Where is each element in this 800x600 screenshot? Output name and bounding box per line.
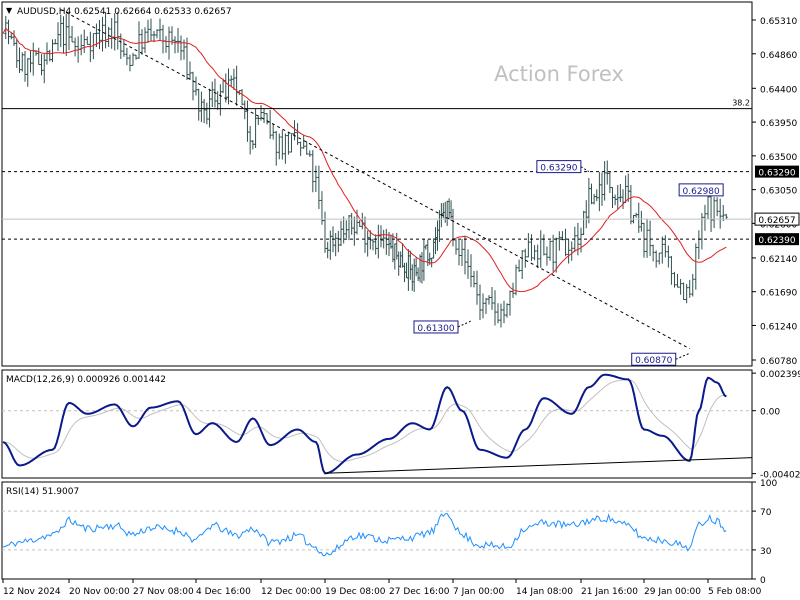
annotation-box (413, 320, 459, 334)
watermark: Action Forex (494, 62, 624, 86)
rsi-line (2, 512, 727, 557)
price-tick-label: 0.65310 (760, 17, 797, 27)
rsi-tick-label: 0 (760, 576, 766, 586)
price-tick-label: 0.63050 (760, 187, 797, 197)
annotation-box (536, 160, 582, 174)
price-tick-label: 0.63950 (760, 119, 797, 129)
annotation-box (678, 183, 724, 197)
macd-line (2, 373, 727, 475)
annotation-leader (580, 166, 590, 173)
x-tick-label: 12 Dec 00:00 (261, 587, 322, 597)
annotation-box (631, 352, 677, 366)
level-price-label: 0.62390 (758, 236, 795, 246)
chart-header: AUDUSD,H4 0.62541 0.62664 0.62533 0.6265… (17, 7, 232, 17)
annotation-leader (675, 352, 690, 360)
x-tick-label: 20 Nov 00:00 (69, 587, 130, 597)
macd-tick-label: -0.004021 (760, 471, 800, 481)
level-price-box (755, 165, 799, 178)
price-tick-label: 0.63500 (760, 153, 797, 163)
rsi-tick-label: 70 (760, 508, 772, 518)
candles (4, 11, 728, 328)
price-tick-label: 0.62140 (760, 255, 797, 265)
level-price-box (755, 233, 799, 246)
current-price-label: 0.62657 (758, 216, 795, 226)
price-tick-label: 0.61240 (760, 322, 797, 332)
x-tick-label: 27 Nov 08:00 (133, 587, 194, 597)
price-panel-frame (1, 1, 753, 367)
rsi-title: RSI(14) 51.9007 (6, 487, 79, 497)
macd-signal-line (2, 379, 727, 463)
current-price-box (754, 212, 800, 226)
fib-level-label: 38.2 (732, 99, 750, 108)
price-tick-label: 0.60780 (760, 357, 797, 367)
annotation-label: 0.62980 (683, 187, 720, 197)
price-tick-label: 0.64860 (760, 51, 797, 61)
price-tick-label: 0.61690 (760, 289, 797, 299)
level-price-label: 0.63290 (758, 169, 795, 179)
macd-tick-label: 0.00 (760, 408, 780, 418)
x-tick-label: 21 Jan 16:00 (581, 587, 638, 597)
x-tick-label: 12 Nov 2024 (3, 587, 61, 597)
x-tick-label: 7 Jan 00:00 (453, 587, 505, 597)
annotation-label: 0.60870 (635, 356, 672, 366)
price-tick-label: 0.64400 (760, 85, 797, 95)
annotation-label: 0.63290 (540, 164, 577, 174)
symbol-dropdown-icon: ▼ (6, 6, 13, 15)
x-tick-label: 4 Dec 16:00 (196, 587, 251, 597)
macd-support-line (324, 457, 753, 474)
annotation-label: 0.61300 (417, 324, 454, 334)
x-tick-label: 14 Jan 08:00 (516, 587, 573, 597)
x-tick-label: 19 Dec 08:00 (325, 587, 386, 597)
x-tick-label: 27 Dec 16:00 (389, 587, 450, 597)
moving-average-line (2, 27, 727, 293)
rsi-panel-frame (1, 481, 753, 580)
rsi-tick-label: 30 (760, 547, 772, 557)
trendline (60, 9, 690, 350)
macd-panel-frame (1, 369, 753, 479)
rsi-tick-label: 100 (760, 479, 777, 489)
macd-tick-label: 0.002399 (760, 370, 800, 380)
macd-title: MACD(12,26,9) 0.000926 0.001442 (6, 375, 166, 385)
x-tick-label: 29 Jan 00:00 (644, 587, 701, 597)
x-tick-label: 5 Feb 08:00 (708, 587, 762, 597)
